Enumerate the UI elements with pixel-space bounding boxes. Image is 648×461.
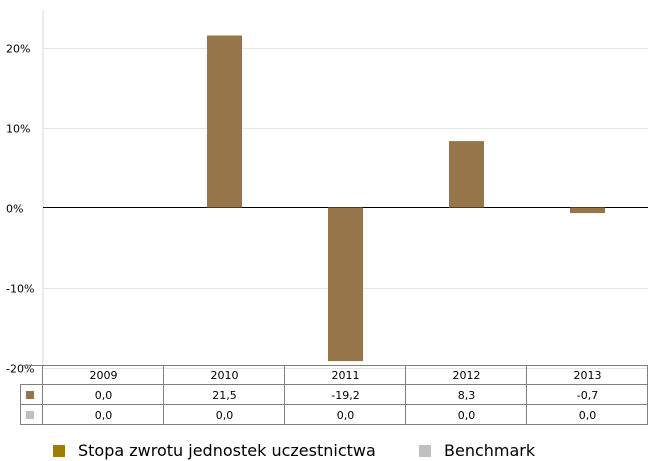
legend-item-2: Benchmark [419, 441, 535, 460]
data-label: 21,5 [212, 389, 237, 402]
legend: Stopa zwrotu jednostek uczestnictwa Bench… [0, 441, 648, 461]
category-label-2012: 2012 [453, 369, 481, 382]
y-tick-label: 0% [6, 203, 23, 216]
row-swatch-2 [26, 411, 34, 419]
row-swatch-1 [26, 391, 34, 399]
data-label: 0,0 [216, 409, 234, 422]
bar-2012 [449, 141, 484, 208]
category-label-2009: 2009 [90, 369, 118, 382]
y-axis: 20% 10% 0% -10% -20% [6, 43, 34, 376]
data-label: 0,0 [458, 409, 476, 422]
data-label: -0,7 [577, 389, 598, 402]
data-label: 0,0 [337, 409, 355, 422]
data-label: -19,2 [331, 389, 359, 402]
y-tick-label: 20% [6, 43, 30, 56]
data-label: 0,0 [95, 389, 113, 402]
data-label: 0,0 [579, 409, 597, 422]
legend-label: Benchmark [444, 441, 536, 460]
data-label: 0,0 [95, 409, 113, 422]
category-label-2013: 2013 [574, 369, 602, 382]
legend-swatch [419, 444, 431, 457]
category-label-2010: 2010 [211, 369, 239, 382]
data-label: 8,3 [458, 389, 476, 402]
category-label-2011: 2011 [332, 369, 360, 382]
bars [207, 35, 605, 362]
y-tick-label: 10% [6, 123, 30, 136]
bar-2010 [207, 35, 242, 208]
legend-label: Stopa zwrotu jednostek uczestnictwa [78, 441, 376, 460]
legend-item-1: Stopa zwrotu jednostek uczestnictwa [53, 441, 376, 460]
bar-2013 [570, 207, 605, 214]
legend-swatch [53, 444, 65, 457]
y-tick-label: -20% [6, 363, 34, 376]
data-table: 2009 2010 2011 2012 2013 0,0 21,5 -19,2 8,3 -0,7 0… [20, 365, 648, 425]
bar-chart: 20% 10% 0% -10% -20% 2009 2010 2011 2012 2013 0,0… [6, 10, 648, 425]
bar-2011 [328, 207, 363, 362]
y-tick-label: -10% [6, 283, 34, 296]
